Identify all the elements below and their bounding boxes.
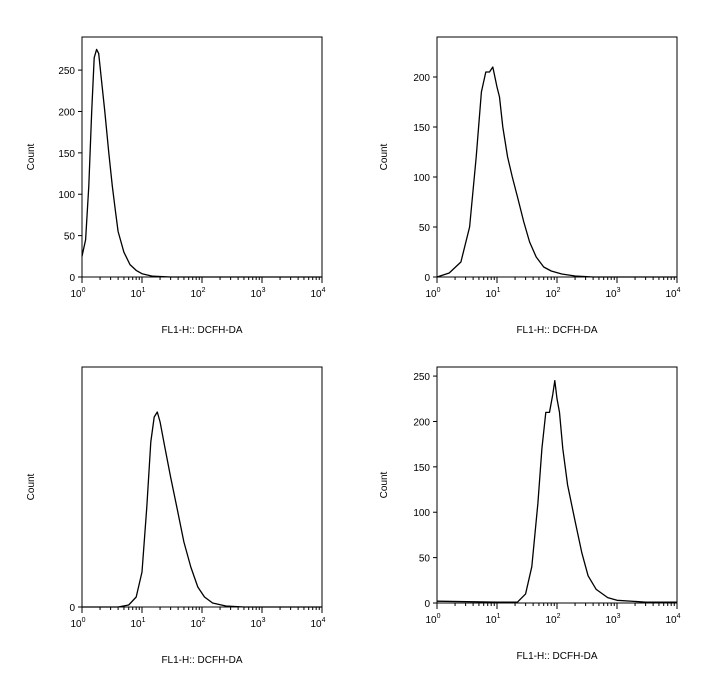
- y-tick-label: 150: [58, 149, 75, 160]
- x-tick-label: 100: [425, 287, 440, 300]
- x-tick-label: 103: [605, 287, 620, 300]
- x-tick-label: 101: [485, 613, 500, 626]
- y-tick-label: 250: [58, 66, 75, 77]
- plot-frame: [81, 36, 323, 278]
- y-tick-label: 150: [413, 123, 430, 134]
- histogram-curve: [82, 411, 322, 608]
- x-tick-label: 103: [605, 613, 620, 626]
- x-tick-label: 100: [70, 617, 85, 630]
- y-tick-label: 150: [413, 463, 430, 474]
- x-tick-label: 101: [130, 287, 145, 300]
- histogram-curve: [81, 48, 322, 278]
- plot-frame: [436, 366, 678, 604]
- y-axis-title: Count: [26, 473, 37, 500]
- y-tick-label: 200: [413, 417, 430, 428]
- y-tick-label: 50: [64, 232, 76, 243]
- y-tick-label: 50: [419, 554, 431, 565]
- x-tick-label: 103: [250, 287, 265, 300]
- y-tick-label: 100: [58, 190, 75, 201]
- x-tick-label: 104: [310, 287, 325, 300]
- y-tick-label: 200: [413, 73, 430, 84]
- y-tick-label: 100: [413, 173, 430, 184]
- y-tick-label: 0: [69, 603, 75, 614]
- histogram-curve: [436, 66, 677, 278]
- x-tick-label: 100: [425, 613, 440, 626]
- plot-frame: [436, 36, 678, 278]
- x-tick-label: 102: [545, 287, 560, 300]
- x-axis-title: FL1-H:: DCFH-DA: [161, 325, 242, 336]
- x-tick-label: 104: [665, 613, 680, 626]
- x-tick-label: 104: [665, 287, 680, 300]
- x-tick-label: 102: [190, 287, 205, 300]
- x-tick-label: 100: [70, 287, 85, 300]
- y-tick-label: 0: [424, 273, 430, 284]
- x-tick-label: 103: [250, 617, 265, 630]
- x-axis-title: FL1-H:: DCFH-DA: [516, 651, 597, 662]
- y-axis-title: Count: [26, 143, 37, 170]
- plot-frame: [81, 366, 323, 608]
- y-tick-label: 50: [419, 223, 431, 234]
- y-tick-label: 200: [58, 107, 75, 118]
- x-tick-label: 101: [485, 287, 500, 300]
- y-tick-label: 100: [413, 508, 430, 519]
- x-axis-title: FL1-H:: DCFH-DA: [516, 325, 597, 336]
- x-axis-title: FL1-H:: DCFH-DA: [161, 655, 242, 666]
- x-tick-label: 101: [130, 617, 145, 630]
- x-tick-label: 102: [545, 613, 560, 626]
- y-axis-title: Count: [379, 471, 390, 498]
- x-tick-label: 102: [190, 617, 205, 630]
- y-tick-label: 0: [424, 599, 430, 610]
- y-tick-label: 250: [413, 372, 430, 383]
- histogram-curve: [436, 379, 677, 603]
- y-axis-title: Count: [379, 143, 390, 170]
- x-tick-label: 104: [310, 617, 325, 630]
- y-tick-label: 0: [69, 273, 75, 284]
